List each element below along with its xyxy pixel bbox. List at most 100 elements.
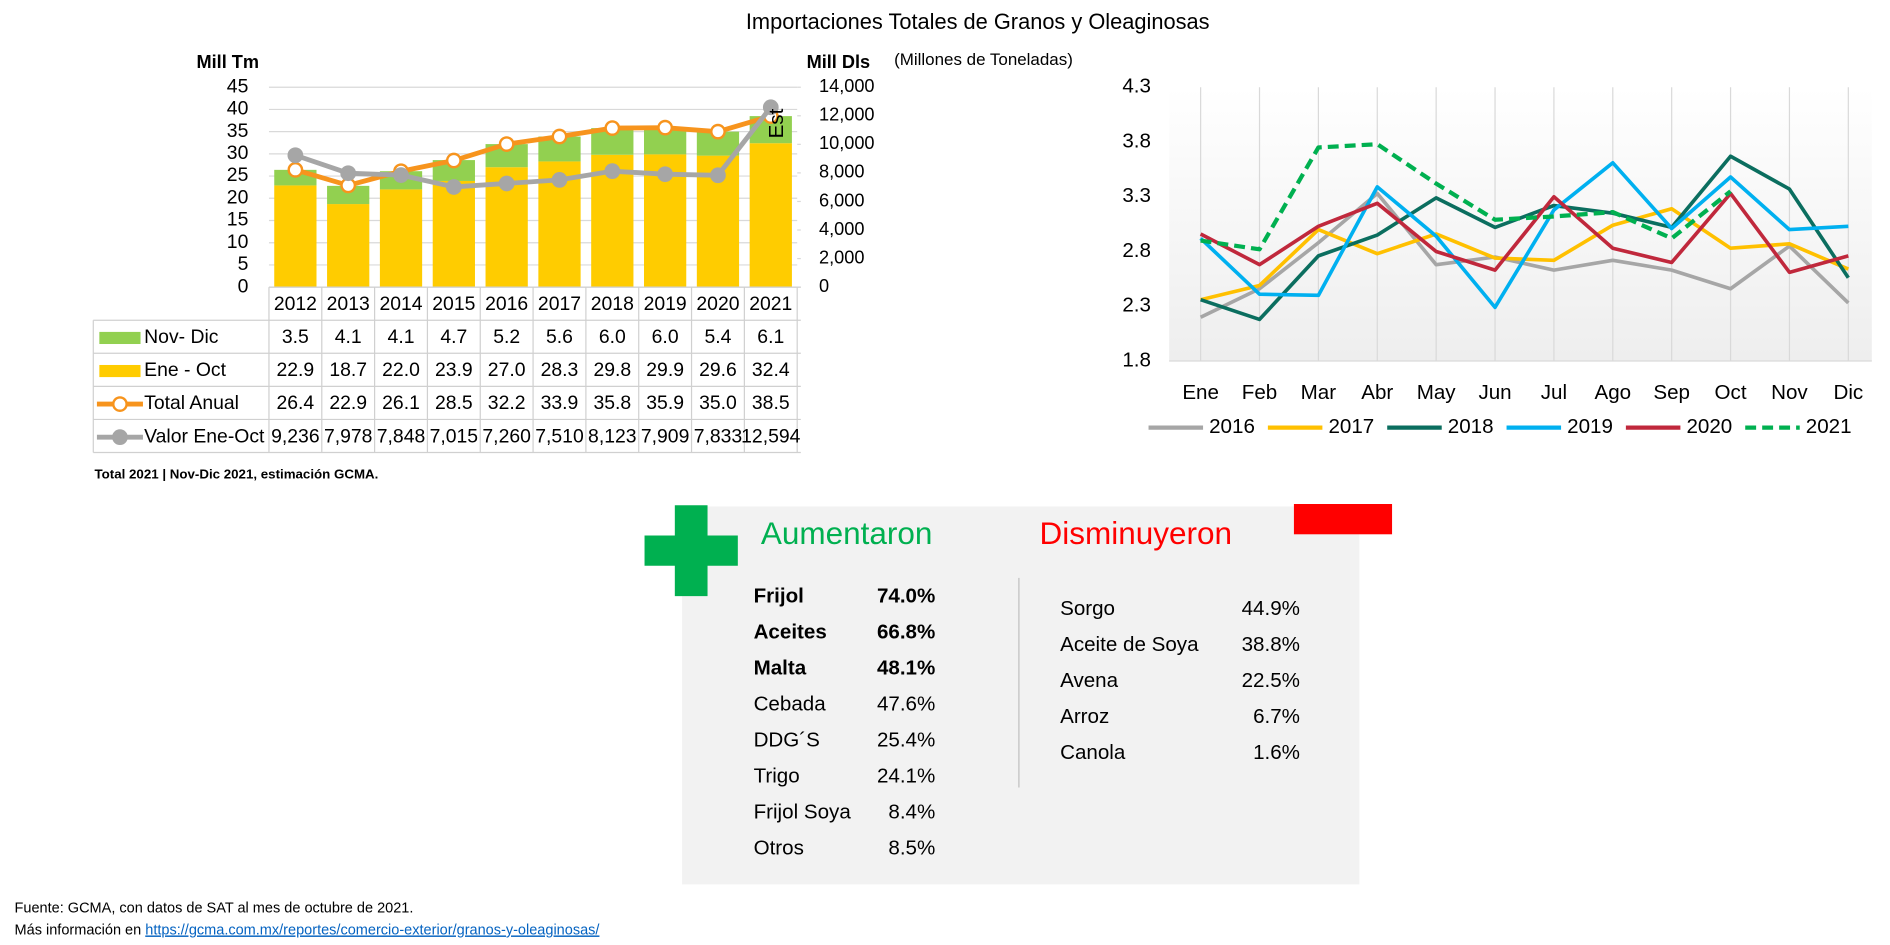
table-value: 35.0: [699, 392, 737, 414]
line-marker: [710, 123, 726, 140]
line: [1200, 142, 1732, 252]
increased-pct: 74.0%: [877, 585, 935, 608]
table-value: 35.9: [646, 392, 684, 414]
bar: [327, 204, 370, 288]
increased-name: Frijol Soya: [754, 801, 852, 824]
table-value: 29.6: [699, 359, 737, 381]
y2-tick-label: 0: [819, 276, 829, 296]
line-marker: [287, 161, 304, 178]
increased-pct: 47.6%: [877, 693, 935, 716]
x-tick-label: May: [1417, 381, 1457, 404]
increased-pct: 8.4%: [888, 801, 935, 824]
y2-tick-label: 8,000: [819, 162, 864, 182]
line-marker: [445, 179, 462, 195]
legend-swatch: [99, 364, 141, 378]
line: [294, 113, 772, 188]
table-value: 6.0: [599, 326, 626, 348]
table-value: 7,510: [535, 425, 584, 447]
line-marker: [445, 152, 462, 169]
decreased-pct: 44.9%: [1242, 597, 1300, 620]
line-marker: [498, 136, 515, 152]
increased-title: Aumentaron: [761, 515, 933, 551]
line-marker: [340, 165, 357, 182]
line: [1199, 191, 1850, 319]
legend-marker: [112, 396, 128, 412]
x-tick-label: 2020: [696, 293, 739, 315]
line: [1199, 191, 1849, 275]
decreased-pct: 22.5%: [1242, 669, 1300, 692]
table-value: 9,236: [271, 425, 320, 447]
annotation: Est: [765, 108, 788, 138]
line-marker: [604, 120, 621, 136]
decreased-pct: 38.8%: [1242, 633, 1300, 656]
table-value: 35.8: [593, 392, 631, 414]
table-value: 7,260: [482, 425, 531, 447]
decreased-title: Disminuyeron: [1040, 515, 1233, 551]
y2-tick-label: 12,000: [819, 105, 875, 125]
legend-label: 2017: [1328, 415, 1374, 438]
increased-pct: 48.1%: [877, 657, 935, 680]
bar: [696, 131, 740, 156]
table-value: 12,594: [741, 425, 800, 447]
increased-name: Frijol: [754, 585, 804, 608]
link[interactable]: https://gcma.com.mx/reportes/comercio-ex…: [145, 922, 600, 938]
legend-label: 2020: [1686, 415, 1732, 438]
legend-label: Ene - Oct: [144, 359, 226, 381]
x-tick-label: Jul: [1541, 381, 1567, 404]
table-value: 5.6: [546, 326, 573, 348]
table-value: 28.5: [435, 392, 473, 414]
y-tick-label: 2.3: [1122, 294, 1151, 317]
decreased-name: Sorgo: [1060, 597, 1115, 620]
y-tick-label: 30: [227, 142, 249, 164]
legend-label: 2021: [1806, 415, 1852, 438]
table-value: 22.0: [382, 359, 420, 381]
x-tick-label: 2019: [644, 293, 687, 315]
table-value: 22.9: [277, 359, 315, 381]
increased-name: Cebada: [754, 693, 827, 716]
x-tick-label: Oct: [1715, 381, 1747, 404]
bar: [432, 160, 475, 181]
increased-pct: 66.8%: [877, 621, 935, 644]
y2-tick-label: 4,000: [819, 219, 864, 239]
increased-name: Trigo: [754, 765, 800, 788]
x-tick-label: Nov: [1771, 381, 1808, 404]
decreased-name: Aceite de Soya: [1060, 633, 1199, 656]
source: Fuente: GCMA, con datos de SAT al mes de…: [15, 900, 414, 916]
legend-label: Valor Ene-Oct: [144, 425, 265, 447]
x-tick-label: 2012: [274, 293, 317, 315]
panel-background: [682, 506, 1360, 885]
table-value: 6.0: [652, 326, 679, 348]
y2-tick-label: 14,000: [819, 76, 875, 96]
table-value: 22.9: [329, 392, 367, 414]
decreased-name: Avena: [1060, 669, 1119, 692]
decreased-name: Arroz: [1060, 705, 1109, 728]
x-tick-label: Sep: [1653, 381, 1690, 404]
y-tick-label: 15: [227, 209, 249, 231]
increased-pct: 8.5%: [888, 837, 935, 860]
table-value: 7,833: [694, 425, 743, 447]
more-info-text: Más información en: [15, 922, 142, 938]
increased-pct: 25.4%: [877, 729, 935, 752]
line-marker: [657, 166, 674, 183]
note: Total 2021 | Nov-Dic 2021, estimación GC…: [95, 466, 379, 481]
table-value: 29.8: [593, 359, 631, 381]
table-value: 8,123: [588, 425, 637, 447]
more-info: Más información en https://gcma.com.mx/r…: [15, 922, 601, 938]
increased-name: DDG´S: [754, 729, 820, 752]
x-tick-label: Mar: [1301, 381, 1337, 404]
line: [294, 105, 773, 190]
x-tick-label: 2015: [432, 293, 475, 315]
bar: [432, 180, 475, 288]
line-marker: [287, 147, 304, 164]
bar: [749, 143, 792, 288]
increased-name: Otros: [754, 837, 804, 860]
table-value: 7,848: [377, 425, 426, 447]
legend-label: 2018: [1448, 415, 1494, 438]
table-value: 7,909: [641, 425, 689, 447]
line-marker: [657, 119, 674, 136]
increased-name: Aceites: [754, 621, 827, 644]
line: [1200, 154, 1850, 322]
page-title: Importaciones Totales de Granos y Oleagi…: [746, 9, 1210, 34]
